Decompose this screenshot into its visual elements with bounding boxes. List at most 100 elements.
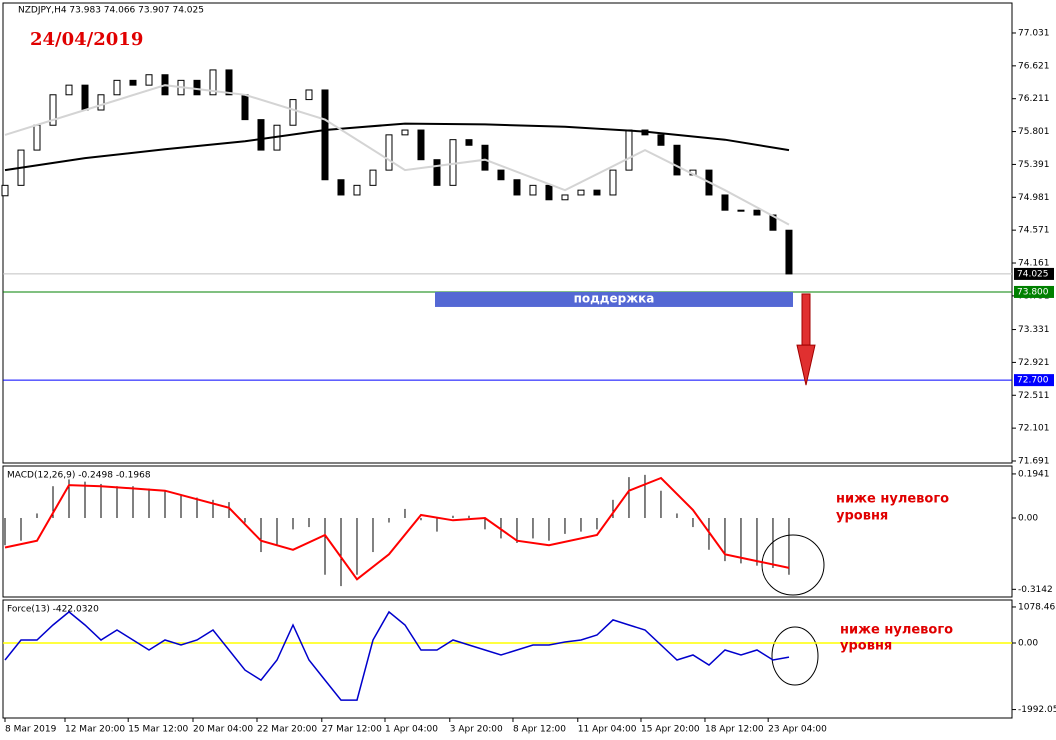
- annotation: уровня: [840, 639, 892, 654]
- level-label-box: [1014, 285, 1054, 298]
- candle: [65, 84, 73, 96]
- force-line: [4, 610, 790, 701]
- candle: [225, 69, 233, 96]
- x-tick-label: 1 Apr 04:00: [385, 725, 438, 735]
- arrow-head: [796, 344, 816, 386]
- x-tick-label: 3 Apr 20:00: [450, 725, 503, 735]
- candle: [369, 169, 377, 186]
- current-price-label: 74.025: [1017, 269, 1049, 279]
- candle: [545, 184, 553, 201]
- y-tick-label: -0.3142: [1018, 585, 1053, 595]
- x-tick-label: 27 Mar 12:00: [322, 725, 382, 735]
- level-label: 72.700: [1017, 376, 1049, 386]
- x-tick-label: 8 Mar 2019: [5, 725, 57, 735]
- x-tick-label: 22 Mar 20:00: [257, 725, 317, 735]
- x-tick-label: 15 Apr 20:00: [641, 725, 700, 735]
- candle: [609, 169, 617, 196]
- candle: [401, 129, 409, 136]
- candle: [417, 129, 425, 161]
- indicator-title: MACD(12,26,9) -0.2498 -0.1968: [7, 471, 151, 481]
- y-tick-label: 0.00: [1018, 513, 1038, 523]
- panel-frame: [2, 2, 1013, 464]
- x-tick-label: 11 Apr 04:00: [578, 725, 637, 735]
- candle: [49, 94, 57, 126]
- candle: [385, 134, 393, 171]
- candle: [737, 209, 745, 212]
- moving-average: [4, 84, 790, 226]
- y-tick-label: 72.921: [1018, 358, 1050, 368]
- y-tick-label: 0.1941: [1018, 469, 1050, 479]
- date-label: 24/04/2019: [30, 29, 143, 50]
- candle: [97, 94, 105, 111]
- candle: [625, 129, 633, 171]
- candle: [1, 184, 9, 197]
- candle: [721, 194, 729, 211]
- panel-frame: [2, 599, 1013, 719]
- y-tick-label: 0.00: [1018, 638, 1038, 648]
- candle: [433, 159, 441, 186]
- highlight-circle: [771, 626, 819, 686]
- annotation: ниже нулевого: [836, 492, 949, 507]
- candle: [209, 69, 217, 96]
- candle: [321, 89, 329, 181]
- highlight-circle: [761, 534, 825, 596]
- level-label-box: [1014, 374, 1054, 387]
- y-tick-label: 73.331: [1018, 325, 1050, 335]
- candle: [241, 94, 249, 121]
- candle: [657, 134, 665, 146]
- support-label: поддержка: [574, 291, 655, 305]
- y-tick-label: 74.161: [1018, 259, 1050, 269]
- candle: [193, 79, 201, 96]
- y-tick-label: 1078.465: [1018, 602, 1056, 612]
- panel-frame: [2, 465, 1013, 598]
- x-tick-label: 23 Apr 04:00: [768, 725, 827, 735]
- candle: [465, 139, 473, 146]
- candle: [81, 84, 89, 111]
- candle: [529, 184, 537, 196]
- signal-line: [4, 476, 790, 581]
- x-tick-label: 20 Mar 04:00: [193, 725, 253, 735]
- y-tick-label: 75.801: [1018, 127, 1050, 137]
- candle: [257, 119, 265, 151]
- current-price-box: [1014, 267, 1054, 280]
- y-tick-label: 76.621: [1018, 61, 1050, 71]
- y-tick-label: 72.101: [1018, 424, 1050, 434]
- y-tick-label: 76.211: [1018, 94, 1050, 104]
- candle: [561, 194, 569, 201]
- x-tick-label: 12 Mar 20:00: [65, 725, 125, 735]
- candle: [305, 89, 313, 101]
- y-tick-label: 74.571: [1018, 226, 1050, 236]
- candle: [577, 189, 585, 196]
- candle: [497, 169, 505, 181]
- y-tick-label: 71.691: [1018, 456, 1050, 466]
- candle: [353, 184, 361, 196]
- candle: [785, 229, 793, 275]
- y-tick-label: 75.391: [1018, 160, 1050, 170]
- chart-header: NZDJPY,H4 73.983 74.066 73.907 74.025: [18, 6, 204, 16]
- candle: [513, 179, 521, 196]
- candle: [113, 79, 121, 96]
- annotation: ниже нулевого: [840, 623, 953, 638]
- annotation: уровня: [836, 509, 888, 524]
- arrow-shaft: [801, 293, 811, 346]
- x-tick-label: 15 Mar 12:00: [128, 725, 188, 735]
- y-tick-label: 74.981: [1018, 193, 1050, 203]
- candle: [673, 144, 681, 176]
- x-tick-label: 18 Apr 12:00: [705, 725, 764, 735]
- indicator-title: Force(13) -422.0320: [7, 605, 99, 615]
- x-tick-label: 8 Apr 12:00: [513, 725, 566, 735]
- y-tick-label: 72.511: [1018, 391, 1050, 401]
- y-tick-label: -1992.05: [1018, 705, 1056, 715]
- candle: [129, 79, 137, 86]
- candle: [337, 179, 345, 196]
- level-label: 73.800: [1017, 287, 1049, 297]
- moving-average: [4, 122, 790, 172]
- candle: [33, 124, 41, 151]
- candle: [753, 209, 761, 216]
- candle: [145, 74, 153, 86]
- candle: [449, 139, 457, 186]
- candle: [593, 189, 601, 196]
- y-tick-label: 77.031: [1018, 28, 1050, 38]
